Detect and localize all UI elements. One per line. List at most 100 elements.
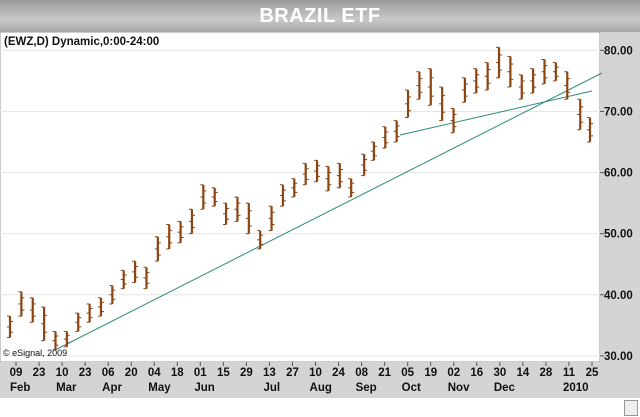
x-day-label: 01 [194, 367, 207, 379]
y-axis-ticks: 80.00 70.00 60.00 50.00 40.00 30.00 [600, 45, 633, 363]
price-bar [336, 162, 343, 189]
x-axis-panel [0, 362, 640, 398]
price-bar [518, 74, 525, 100]
price-bar [461, 77, 468, 103]
price-bar [7, 315, 13, 339]
trendline-short [399, 90, 593, 136]
price-bar [211, 187, 218, 207]
y-tick-label: 60.00 [604, 168, 633, 180]
price-bar [109, 285, 116, 305]
x-month-label: Dec [494, 382, 516, 394]
x-day-label: 21 [378, 367, 391, 379]
y-tick-label: 70.00 [604, 106, 633, 118]
x-day-label: 29 [240, 367, 253, 379]
price-bar [154, 236, 161, 262]
published-by-label [624, 400, 638, 416]
price-bar [530, 68, 537, 94]
x-day-label: 30 [493, 367, 506, 379]
x-day-label: 04 [148, 367, 161, 379]
x-day-label: 08 [355, 367, 368, 379]
price-bar [587, 117, 593, 143]
x-day-label: 06 [102, 367, 115, 379]
price-bar [279, 184, 286, 207]
x-day-label: 13 [263, 367, 276, 379]
y-tick-label: 40.00 [604, 290, 633, 302]
price-bar [405, 89, 412, 119]
symbol-label: (EWZ,D) Dynamic,0:00-24:00 [4, 36, 159, 48]
x-month-label: Aug [310, 382, 332, 394]
price-bar [382, 126, 389, 149]
trendline-long [54, 72, 603, 351]
x-month-label: May [148, 382, 171, 394]
x-day-label: 24 [332, 367, 345, 379]
price-bar [564, 71, 571, 100]
chart-title: BRAZIL ETF [0, 0, 640, 32]
x-day-label: 23 [33, 367, 46, 379]
price-bar [143, 266, 150, 290]
x-day-label: 23 [79, 367, 92, 379]
x-day-label: 02 [447, 367, 460, 379]
price-bar [416, 71, 423, 100]
copyright-label: © eSignal, 2009 [3, 348, 67, 358]
x-day-label: 05 [401, 367, 414, 379]
price-bar [75, 312, 82, 332]
x-month-label: 2010 [563, 382, 589, 394]
x-axis-day-ticks: 09 23 10 23 06 20 04 18 01 15 29 13 27 10 24 08 21 05 19 02… [10, 362, 599, 379]
y-tick-label: 80.00 [604, 45, 633, 57]
price-bar [450, 107, 457, 134]
price-bar [41, 306, 48, 342]
x-day-label: 14 [516, 367, 529, 379]
trendlines [54, 72, 603, 351]
price-bar [577, 98, 584, 131]
price-bar [245, 202, 252, 235]
price-bar [314, 159, 321, 183]
x-day-label: 11 [563, 367, 576, 379]
price-bar [552, 62, 559, 82]
price-bar [29, 297, 36, 323]
price-bar [291, 178, 298, 198]
price-bar [439, 86, 446, 122]
price-bar [325, 165, 332, 192]
y-axis-panel [600, 32, 640, 362]
x-day-label: 27 [286, 367, 299, 379]
price-bar [166, 224, 173, 250]
price-bar [223, 202, 230, 225]
x-month-label: Mar [56, 382, 77, 394]
footer [0, 398, 640, 417]
price-bar [427, 68, 434, 106]
price-bar [188, 208, 195, 235]
y-tick-label: 30.00 [604, 351, 633, 363]
price-bar [177, 220, 184, 244]
price-bar [268, 205, 275, 232]
x-day-label: 10 [309, 367, 322, 379]
price-bar [132, 260, 139, 284]
price-bar [86, 303, 93, 323]
x-day-label: 25 [586, 367, 599, 379]
price-bars [7, 46, 593, 351]
x-month-label: Jul [263, 382, 280, 394]
price-bar [120, 269, 127, 290]
price-bar [361, 153, 368, 177]
x-day-label: 20 [125, 367, 138, 379]
price-bar [52, 330, 59, 351]
price-bar [393, 120, 400, 143]
price-bar [18, 291, 25, 317]
x-day-label: 15 [217, 367, 230, 379]
x-month-label: Sep [356, 382, 377, 394]
price-bar [484, 62, 491, 91]
price-bar [496, 46, 503, 79]
price-bar [507, 55, 514, 88]
x-axis-month-labels: Feb Mar Apr May Jun Jul Aug Sep Oct Nov Dec 2010 [10, 382, 589, 394]
x-month-label: Nov [448, 382, 470, 394]
x-month-label: Apr [102, 382, 122, 394]
price-bar [541, 59, 548, 85]
x-day-label: 09 [10, 367, 23, 379]
price-bar [473, 68, 480, 94]
x-day-label: 16 [470, 367, 483, 379]
price-bar [200, 184, 207, 210]
x-month-label: Oct [402, 382, 421, 394]
gridlines [0, 49, 600, 357]
x-day-label: 19 [424, 367, 437, 379]
x-day-label: 28 [540, 367, 553, 379]
